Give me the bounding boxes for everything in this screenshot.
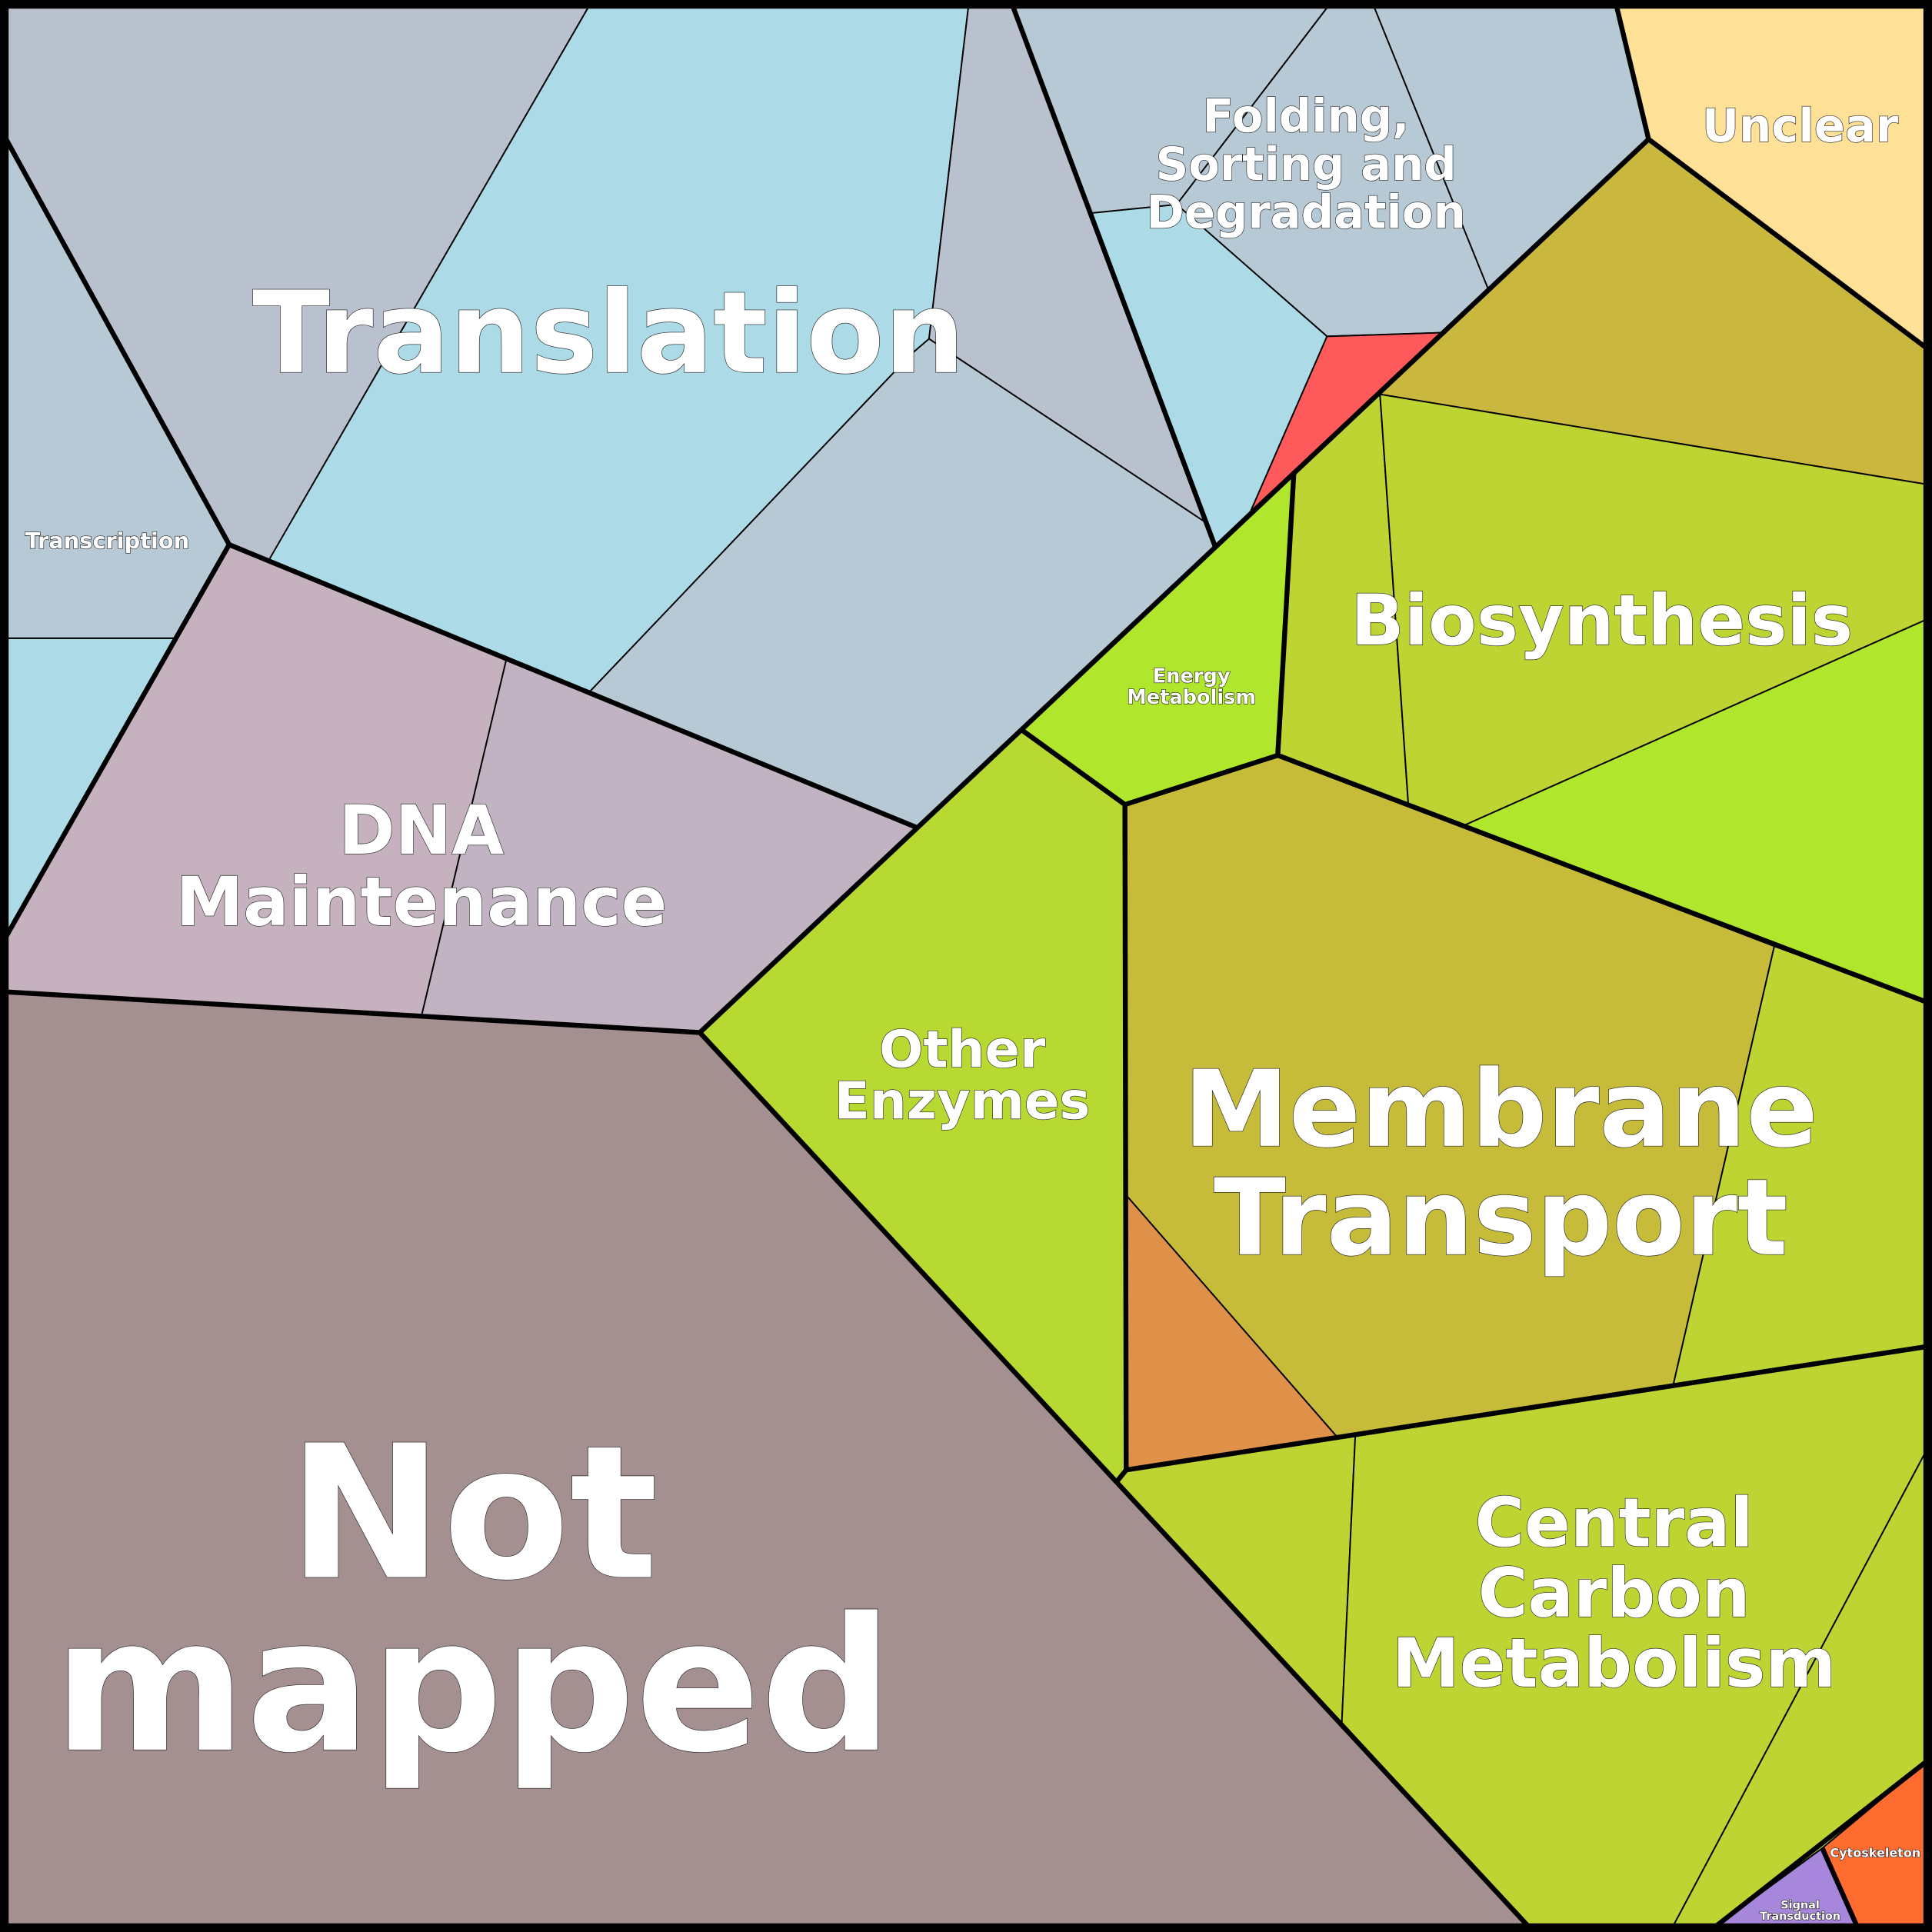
category-border (5, 989, 1530, 1928)
frame-border (3, 3, 1929, 1929)
label-line: Biosynthesis (1351, 579, 1853, 661)
label-line: Transduction (1760, 1910, 1840, 1923)
label-dna: DNA Maintenance (175, 791, 667, 941)
label-line: Signal (1780, 1900, 1820, 1912)
label-energy: Energy Metabolism (1127, 665, 1256, 709)
label-line: Metabolism (1127, 686, 1256, 709)
category-border (1021, 474, 1297, 808)
label-other-enzymes: Other Enzymes (834, 1019, 1091, 1131)
label-line: Sorting and (1156, 138, 1457, 191)
label-line: Transport (1214, 1157, 1788, 1280)
label-line: Not (288, 1406, 658, 1621)
label-central-carbon: Central Carbon Metabolism (1392, 1484, 1836, 1704)
label-line: Other (879, 1019, 1045, 1079)
category-border (4, 138, 232, 938)
label-line: Membrane (1184, 1048, 1818, 1171)
label-line: Degradation (1147, 185, 1466, 238)
category-border (1277, 753, 1927, 1004)
label-folding: Folding, Sorting and Degradation (1147, 89, 1466, 238)
label-line: Central (1474, 1484, 1753, 1563)
category-border (1714, 1760, 1927, 1928)
category-border (1010, 5, 1217, 547)
label-line: Folding, (1203, 89, 1410, 142)
label-line: Maintenance (175, 862, 667, 941)
category-border (1125, 1344, 1927, 1473)
label-line: Metabolism (1392, 1624, 1836, 1703)
label-line: Cytoskeleton (1830, 1845, 1920, 1860)
label-line: mapped (53, 1578, 893, 1794)
label-line: Carbon (1478, 1554, 1750, 1633)
label-line: Transcription (25, 528, 190, 554)
label-line: Unclear (1702, 99, 1899, 152)
label-signal: Signal Transduction (1760, 1900, 1840, 1923)
label-cytoskeleton: Cytoskeleton (1830, 1845, 1920, 1860)
label-line: Translation (252, 267, 964, 399)
label-transcription: Transcription (25, 528, 190, 554)
category-border (1820, 1847, 1860, 1927)
label-membrane: Membrane Transport (1184, 1048, 1818, 1280)
label-unclear: Unclear (1702, 99, 1899, 152)
label-line: DNA (338, 791, 504, 870)
label-line: Enzymes (834, 1071, 1091, 1131)
label-biosynthesis: Biosynthesis (1351, 579, 1853, 661)
category-border (228, 542, 919, 831)
label-not-mapped: Not mapped (53, 1406, 893, 1794)
label-line: Energy (1153, 665, 1231, 688)
label-translation: Translation (252, 267, 964, 399)
category-border (1614, 5, 1651, 140)
